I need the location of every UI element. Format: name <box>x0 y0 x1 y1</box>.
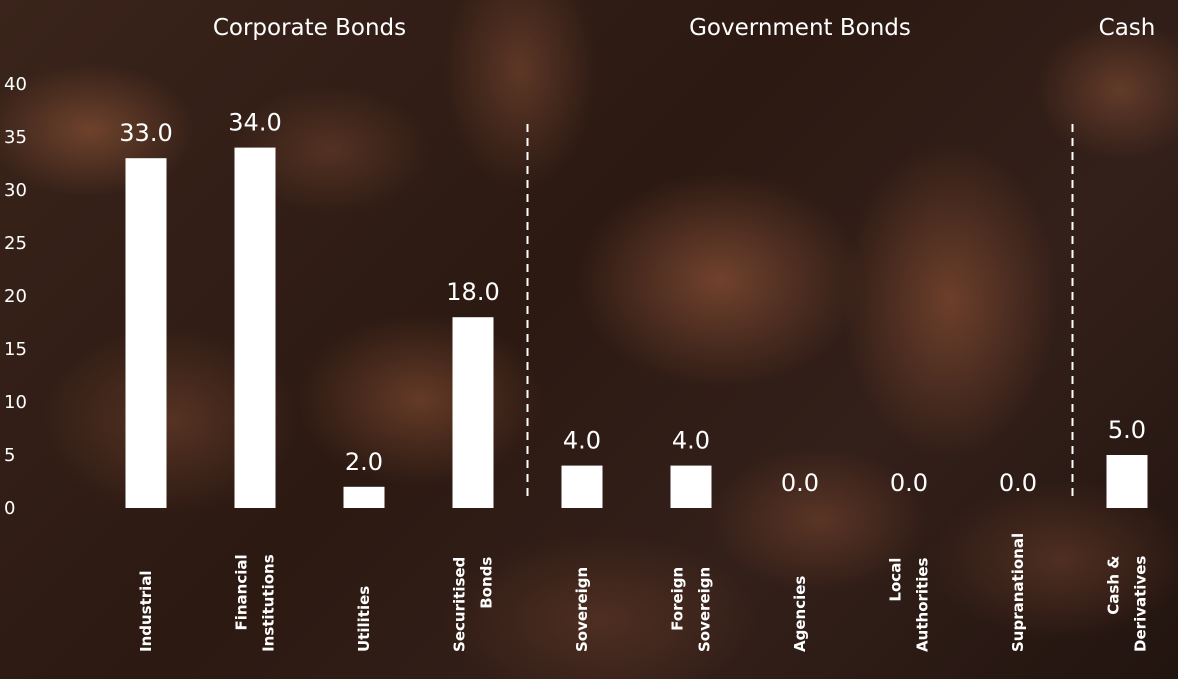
bar-cash-and-derivatives <box>1106 455 1148 508</box>
category-label-cash-and-derivatives: Cash & Derivatives <box>1105 556 1150 652</box>
bar-financial-institutions <box>234 147 276 508</box>
group-titles: Corporate Bonds Government Bonds Cash <box>213 15 1156 41</box>
value-label-foreign-sovereign: 4.0 <box>672 427 710 455</box>
value-label-sovereign: 4.0 <box>563 427 601 455</box>
category-label-supranational: Supranational <box>1009 533 1027 652</box>
y-tick-label: 30 <box>4 180 27 201</box>
category-label-utilities: Utilities <box>355 586 373 652</box>
group-title-government-bonds: Government Bonds <box>689 15 911 41</box>
category-label-industrial: Industrial <box>137 570 155 652</box>
y-tick-label: 10 <box>4 392 27 413</box>
category-label-line: Bonds <box>478 557 496 609</box>
bar-foreign-sovereign <box>670 465 712 508</box>
category-label-line: Institutions <box>260 554 278 652</box>
category-label-agencies: Agencies <box>791 576 809 652</box>
category-label-line: Securitised <box>451 557 469 652</box>
value-label-financial-institutions: 34.0 <box>228 109 281 137</box>
category-label-line: Industrial <box>137 570 155 652</box>
value-label-supranational: 0.0 <box>999 469 1037 497</box>
bar-industrial <box>125 158 167 508</box>
value-label-local-authorities: 0.0 <box>890 469 928 497</box>
group-title-corporate-bonds: Corporate Bonds <box>213 15 406 41</box>
category-label-line: Supranational <box>1009 533 1027 652</box>
y-axis: 0 5 10 15 20 25 30 35 40 <box>4 74 27 519</box>
group-dividers <box>526 124 1074 500</box>
category-label-line: Sovereign <box>696 567 714 652</box>
category-label-line: Foreign <box>669 567 687 631</box>
category-label-line: Utilities <box>355 586 373 652</box>
bar-sovereign <box>561 465 603 508</box>
bars <box>125 147 1148 508</box>
y-tick-label: 5 <box>4 445 15 466</box>
y-tick-label: 40 <box>4 74 27 95</box>
category-label-line: Sovereign <box>573 567 591 652</box>
category-label-line: Authorities <box>914 557 932 651</box>
value-label-securitised-bonds: 18.0 <box>446 278 499 306</box>
y-tick-label: 0 <box>4 498 15 519</box>
value-label-utilities: 2.0 <box>345 448 383 476</box>
category-label-line: Financial <box>233 554 251 630</box>
y-tick-label: 15 <box>4 339 27 360</box>
group-title-cash: Cash <box>1099 15 1156 41</box>
category-label-line: Derivatives <box>1132 556 1150 652</box>
y-tick-label: 35 <box>4 127 27 148</box>
value-label-agencies: 0.0 <box>781 469 819 497</box>
category-label-foreign-sovereign: Foreign Sovereign <box>669 567 714 652</box>
category-label-line: Agencies <box>791 576 809 652</box>
bar-securitised-bonds <box>452 317 494 508</box>
y-tick-label: 25 <box>4 233 27 254</box>
category-label-line: Local <box>887 558 905 602</box>
y-tick-label: 20 <box>4 286 27 307</box>
value-label-cash-and-derivatives: 5.0 <box>1108 416 1146 444</box>
category-label-securitised-bonds: Securitised Bonds <box>451 557 496 652</box>
category-label-financial-institutions: Financial Institutions <box>233 554 278 652</box>
value-labels: 33.0 34.0 2.0 18.0 4.0 4.0 0.0 0.0 0.0 5.0 <box>119 109 1146 497</box>
category-labels: Industrial Financial Institutions Utilities… <box>137 533 1150 652</box>
category-label-line: Cash & <box>1105 556 1123 615</box>
category-label-local-authorities: Local Authorities <box>887 557 932 651</box>
category-label-sovereign: Sovereign <box>573 567 591 652</box>
value-label-industrial: 33.0 <box>119 119 172 147</box>
bar-utilities <box>343 486 385 508</box>
